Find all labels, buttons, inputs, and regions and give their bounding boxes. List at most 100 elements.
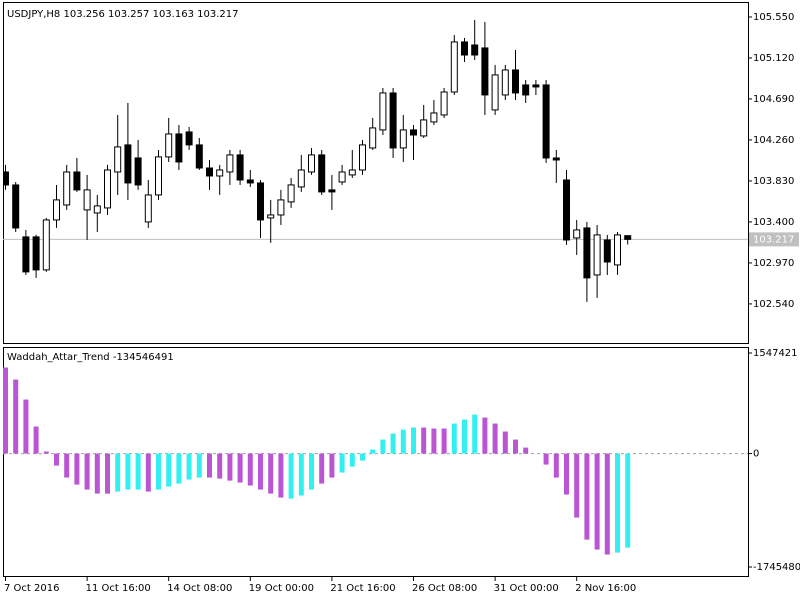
y-tick-label: -1745480 xyxy=(753,562,800,573)
candle-body xyxy=(134,157,142,186)
histogram-bar xyxy=(309,453,314,490)
histogram-bar xyxy=(594,453,600,550)
candle-body xyxy=(246,179,254,184)
histogram-bar xyxy=(298,453,304,496)
histogram-bar xyxy=(125,453,131,490)
candle-body xyxy=(461,41,468,56)
histogram-bar xyxy=(411,427,416,454)
candle-body xyxy=(124,144,132,184)
candle-body xyxy=(32,236,40,271)
histogram-bar xyxy=(564,453,569,495)
y-tick-label: 103.400 xyxy=(753,217,794,228)
candle-body xyxy=(104,169,111,209)
candle-body xyxy=(42,219,50,271)
histogram-bar xyxy=(543,453,549,465)
histogram-bar xyxy=(13,379,19,454)
x-tick-label: 26 Oct 08:00 xyxy=(412,583,477,594)
histogram-bar xyxy=(349,453,355,467)
x-tick-label: 31 Oct 00:00 xyxy=(494,583,559,594)
histogram-bar xyxy=(288,453,294,499)
candle-body xyxy=(267,214,275,219)
candle-body xyxy=(522,84,530,96)
candle-body xyxy=(12,184,20,229)
candle-body xyxy=(532,84,540,88)
candle-body xyxy=(471,44,479,56)
candle-body xyxy=(185,131,193,146)
last-high: 103.257 xyxy=(108,9,149,20)
candle-body xyxy=(297,169,305,188)
x-tick-label: 14 Oct 08:00 xyxy=(167,583,232,594)
histogram-bar xyxy=(329,453,335,478)
histogram-bar xyxy=(319,453,325,484)
candle-body xyxy=(216,169,224,177)
symbol-title: USDJPY,H8 xyxy=(7,9,60,20)
candle-body xyxy=(144,194,152,223)
candle-body xyxy=(440,91,448,116)
histogram-bar xyxy=(462,419,467,454)
y-tick-label: 0 xyxy=(753,449,759,460)
y-tick-label: 102.970 xyxy=(753,258,794,269)
candle-body xyxy=(359,144,366,171)
histogram-bar xyxy=(370,449,376,454)
histogram-bar xyxy=(237,453,243,483)
histogram-bar xyxy=(43,451,49,454)
price-label-box xyxy=(749,232,799,247)
candle-body xyxy=(481,47,489,96)
candle-body xyxy=(369,127,377,149)
last-close: 103.217 xyxy=(197,9,238,20)
histogram-bar xyxy=(492,423,498,454)
candle-body xyxy=(542,84,550,159)
histogram-bar xyxy=(441,428,447,454)
histogram-bar xyxy=(84,453,90,490)
histogram-bar xyxy=(421,427,427,454)
price-panel xyxy=(3,2,749,344)
histogram-bar xyxy=(400,429,406,454)
histogram-bar xyxy=(482,417,488,454)
histogram-bar xyxy=(615,453,620,553)
candle-body xyxy=(287,184,295,203)
last-low: 103.163 xyxy=(153,9,194,20)
histogram-bar xyxy=(64,453,70,478)
histogram-bar xyxy=(186,453,192,480)
histogram-bar xyxy=(94,453,100,494)
histogram-bar xyxy=(145,453,151,492)
x-tick-label: 7 Oct 2016 xyxy=(4,583,59,594)
histogram-bar xyxy=(23,399,29,454)
candle-body xyxy=(308,154,315,173)
candle-body xyxy=(593,234,601,276)
y-tick-label: 105.120 xyxy=(753,53,794,64)
candle-body xyxy=(614,234,621,266)
histogram-bar xyxy=(360,453,365,461)
histogram-bar xyxy=(268,453,274,494)
candle-body xyxy=(491,74,499,111)
histogram-bar xyxy=(196,453,202,478)
candle-body xyxy=(236,154,244,181)
candle-body xyxy=(501,69,509,96)
histogram-bar xyxy=(258,453,263,490)
y-tick-label: 105.550 xyxy=(753,12,794,23)
histogram-bar xyxy=(54,453,59,466)
price-header: USDJPY,H8 103.256 103.257 103.163 103.21… xyxy=(7,9,238,20)
candle-body xyxy=(93,205,101,214)
axes: 105.550 105.120 104.690 104.260 103.830 103.4… xyxy=(4,12,800,594)
histogram-bar xyxy=(584,453,590,540)
candle-body xyxy=(410,129,417,136)
histogram-bar xyxy=(156,453,161,490)
price-label: 103.217 xyxy=(753,234,794,245)
candle-body xyxy=(624,235,632,240)
histogram-bar xyxy=(227,453,233,481)
candle-body xyxy=(563,179,570,241)
x-tick-label: 11 Oct 16:00 xyxy=(86,583,151,594)
candle-body xyxy=(175,133,183,163)
candle-body xyxy=(83,189,91,211)
histogram-bar xyxy=(33,426,39,454)
histogram-bar xyxy=(3,367,8,454)
histogram-bar xyxy=(625,453,631,548)
candle-body xyxy=(338,171,346,183)
candle-body xyxy=(226,154,234,173)
candle-body xyxy=(165,133,173,158)
candle-body xyxy=(430,112,438,123)
candle-body xyxy=(53,199,60,221)
